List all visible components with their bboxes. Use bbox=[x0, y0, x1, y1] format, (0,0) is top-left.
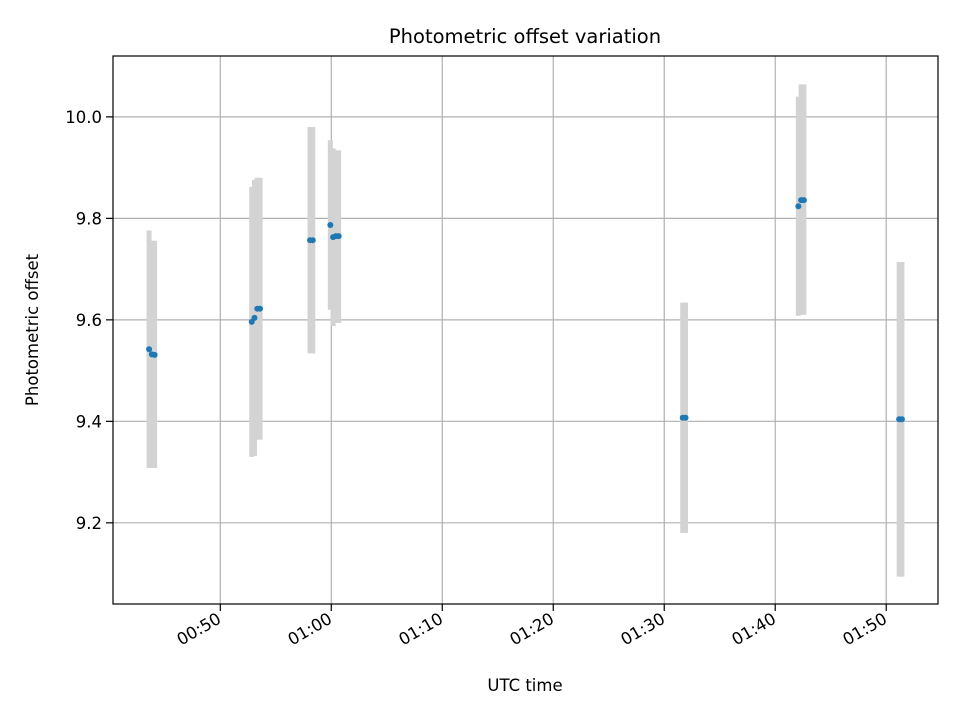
data-point bbox=[800, 197, 807, 204]
y-tick-label: 9.4 bbox=[76, 412, 102, 431]
data-point bbox=[146, 346, 153, 353]
y-axis: 9.2 9.4 9.6 9.8 10.0 bbox=[65, 108, 113, 533]
data-point bbox=[251, 314, 258, 321]
data-point bbox=[327, 221, 334, 228]
y-tick-label: 9.8 bbox=[76, 209, 102, 228]
data-point bbox=[309, 237, 316, 244]
y-tick-label: 10.0 bbox=[65, 108, 102, 127]
plot-frame bbox=[112, 55, 939, 605]
y-tick-label: 9.2 bbox=[76, 514, 102, 533]
data-point bbox=[795, 203, 802, 210]
markers bbox=[146, 197, 905, 423]
data-point bbox=[257, 305, 264, 312]
data-point bbox=[335, 233, 342, 240]
y-tick-label: 9.6 bbox=[76, 311, 102, 330]
chart-title: Photometric offset variation bbox=[389, 25, 661, 48]
data-point bbox=[151, 351, 158, 358]
data-point bbox=[898, 416, 905, 423]
x-axis-label: UTC time bbox=[487, 676, 562, 695]
y-axis-label: Photometric offset bbox=[23, 253, 42, 406]
data-point bbox=[682, 414, 689, 421]
